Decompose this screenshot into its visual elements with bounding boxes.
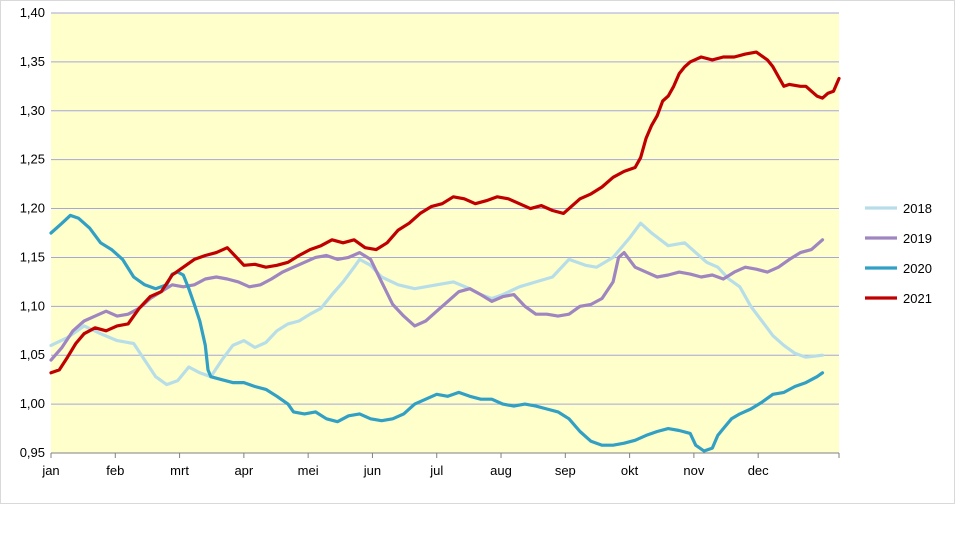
x-tick-label: jun (363, 463, 381, 478)
y-tick-label: 1,40 (20, 5, 45, 20)
x-tick-label: okt (621, 463, 639, 478)
x-tick-label: feb (106, 463, 124, 478)
legend: 2018 2019 2020 2021 (865, 201, 932, 306)
series-line-2020 (49, 213, 825, 453)
x-tick-label: nov (683, 463, 704, 478)
y-tick-label: 1,10 (20, 298, 45, 313)
x-tick-label: mei (298, 463, 319, 478)
y-tick-label: 1,20 (20, 201, 45, 216)
x-tick-label: apr (234, 463, 253, 478)
plot-area (51, 13, 839, 453)
series-line-2021 (49, 50, 841, 375)
y-tick-label: 1,30 (20, 103, 45, 118)
x-tick-label: jul (429, 463, 443, 478)
y-tick-label: 1,00 (20, 396, 45, 411)
series-line-2019 (49, 238, 825, 362)
y-tick-label: 1,05 (20, 347, 45, 362)
y-tick-label: 1,15 (20, 249, 45, 264)
legend-label: 2020 (903, 261, 932, 276)
x-tick-label: jan (41, 463, 59, 478)
x-tick-label: mrt (170, 463, 189, 478)
y-tick-label: 1,35 (20, 54, 45, 69)
gridlines (51, 12, 839, 405)
legend-label: 2018 (903, 201, 932, 216)
legend-label: 2019 (903, 231, 932, 246)
series-line-2018 (49, 221, 825, 387)
x-tick-label: sep (555, 463, 576, 478)
y-tick-label: 1,25 (20, 152, 45, 167)
legend-label: 2021 (903, 291, 932, 306)
line-chart: 0,95 1,00 1,05 1,10 1,15 1,20 1,25 1,30 1,35 1,40… (20, 5, 932, 478)
chart-frame: 0,95 1,00 1,05 1,10 1,15 1,20 1,25 1,30 1,35 1,40… (0, 0, 955, 504)
x-tick-label: aug (490, 463, 512, 478)
axes: 0,95 1,00 1,05 1,10 1,15 1,20 1,25 1,30 1,35 1,40… (20, 5, 840, 478)
y-tick-label: 0,95 (20, 445, 45, 460)
x-tick-label: dec (748, 463, 769, 478)
series-lines (49, 50, 841, 453)
